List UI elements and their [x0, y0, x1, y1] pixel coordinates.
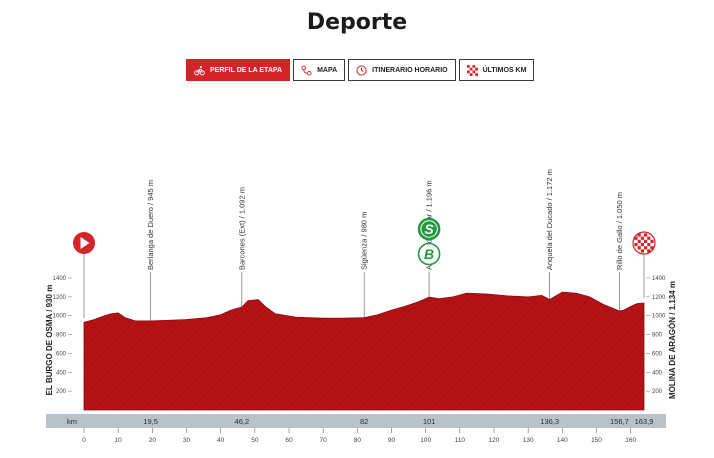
x-tick-label: 70 — [320, 437, 328, 444]
y-tick-label-right: 1400 — [652, 276, 666, 282]
cyclist-icon — [194, 65, 205, 75]
y-tick-label-right: 200 — [652, 389, 663, 395]
km-point-label: 101 — [423, 417, 436, 426]
tab-last-km[interactable]: ÚLTIMOS KM — [458, 59, 535, 81]
x-tick-label: 50 — [251, 437, 259, 444]
x-tick-label: 80 — [354, 437, 362, 444]
tab-map[interactable]: MAPA — [293, 59, 346, 81]
marker-letter: S — [424, 221, 434, 237]
checker-square — [640, 249, 644, 253]
marker-circle — [417, 242, 441, 266]
y-tick-label-right: 1200 — [652, 295, 666, 301]
x-tick-label: 160 — [625, 437, 636, 444]
x-tick-label: 40 — [217, 437, 225, 444]
play-icon — [80, 237, 90, 249]
checkered-flag-icon — [466, 64, 478, 76]
y-tick-label-right: 400 — [652, 370, 663, 376]
checker-square — [637, 246, 641, 250]
x-tick-label: 30 — [183, 437, 191, 444]
x-tick-label: 0 — [82, 437, 86, 444]
checker-square — [650, 239, 654, 243]
km-point-label: 19,5 — [143, 417, 158, 426]
checker-square — [637, 233, 641, 237]
y-tick-label-right: 600 — [652, 351, 663, 357]
tab-timetable[interactable]: ITINERARIO HORARIO — [348, 59, 456, 81]
x-tick-label: 120 — [489, 437, 500, 444]
x-tick-label: 100 — [420, 437, 431, 444]
x-tick-label: 140 — [557, 437, 568, 444]
point-label: Anquela del Ducado / 1.172 m — [545, 169, 554, 270]
km-point-label: 46,2 — [235, 417, 250, 426]
point-label: Berlanga de Duero / 945 m — [146, 180, 155, 270]
km-point-label: 136,3 — [540, 417, 559, 426]
checker-square — [634, 243, 638, 247]
tab-label: ITINERARIO HORARIO — [372, 66, 448, 74]
checker-square — [644, 233, 648, 237]
y-tick-label-right: 800 — [652, 333, 663, 339]
start-label: EL BURGO DE OSMA / 930 m — [45, 285, 54, 396]
checker-square — [650, 246, 654, 250]
x-tick-label: 90 — [388, 437, 396, 444]
checker-square — [637, 239, 641, 243]
x-tick-label: 130 — [523, 437, 534, 444]
marker-inner-ring — [420, 220, 438, 238]
checker-square — [644, 239, 648, 243]
x-tick-label: 10 — [115, 437, 123, 444]
tab-label: MAPA — [317, 66, 338, 74]
y-tick-label-left: 1400 — [53, 276, 67, 282]
x-tick-label: 110 — [455, 437, 466, 444]
y-tick-label-left: 800 — [56, 333, 67, 339]
marker-letter: B — [424, 246, 434, 262]
route-icon — [301, 64, 312, 76]
tab-label: ÚLTIMOS KM — [482, 66, 527, 74]
km-bar-label: km — [67, 417, 77, 426]
km-point-label: 156,7 — [610, 417, 629, 426]
x-tick-label: 150 — [591, 437, 602, 444]
y-tick-label-left: 600 — [56, 351, 67, 357]
sprint-marker-icon: S — [417, 217, 441, 241]
marker-circle — [417, 217, 441, 241]
profile-area — [83, 291, 645, 411]
km-bar — [46, 414, 666, 428]
tab-label: PERFIL DE LA ETAPA — [210, 66, 283, 74]
bonus-marker-icon: B — [417, 242, 441, 266]
profile-tabs: PERFIL DE LA ETAPA MAPA ITINERARIO HORAR… — [186, 59, 535, 81]
x-tick-label: 60 — [285, 437, 293, 444]
x-tick-label: 20 — [149, 437, 157, 444]
checker-square — [634, 236, 638, 240]
y-tick-label-left: 200 — [56, 389, 67, 395]
y-tick-label-left: 1200 — [53, 295, 67, 301]
checker-square — [647, 243, 651, 247]
page-title: Deporte — [306, 10, 408, 35]
checker-square — [640, 236, 644, 240]
y-tick-label-left: 400 — [56, 370, 67, 376]
y-tick-label-left: 1000 — [53, 314, 67, 320]
point-label: Rillo de Gallo / 1.050 m — [615, 192, 624, 270]
km-point-label: 82 — [360, 417, 368, 426]
finish-label: MOLINA DE ARAGÓN / 1.134 m — [668, 281, 677, 399]
finish-flag-icon — [632, 231, 656, 255]
point-label: Barcones (Ext) / 1.092 m — [237, 187, 246, 270]
checker-square — [644, 246, 648, 250]
checker-square — [647, 249, 651, 253]
km-point-label: 163,9 — [635, 417, 654, 426]
checker-square — [647, 236, 651, 240]
checker-square — [640, 243, 644, 247]
y-tick-label-right: 1000 — [652, 314, 666, 320]
clock-icon — [356, 64, 367, 76]
point-label: Sigüenza / 980 m — [360, 212, 369, 270]
tab-stage-profile[interactable]: PERFIL DE LA ETAPA — [186, 59, 291, 81]
